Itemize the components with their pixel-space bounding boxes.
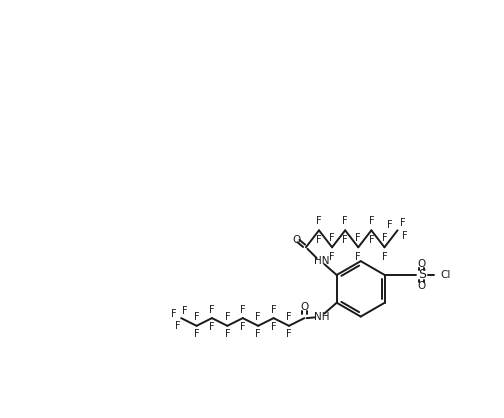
Text: O: O [292,234,301,245]
Text: F: F [342,216,348,226]
Text: F: F [402,231,408,241]
Text: F: F [171,309,176,319]
Text: Cl: Cl [440,270,451,280]
Text: S: S [418,268,426,281]
Text: F: F [388,220,393,229]
Text: F: F [225,329,230,339]
Text: F: F [316,234,322,245]
Text: HN: HN [313,256,329,266]
Text: F: F [174,321,180,331]
Text: F: F [240,305,245,315]
Text: F: F [355,252,361,262]
Text: F: F [194,312,200,322]
Text: F: F [209,305,215,315]
Text: F: F [271,305,276,315]
Text: F: F [382,233,387,243]
Text: O: O [300,302,308,312]
Text: F: F [182,306,188,316]
Text: F: F [225,312,230,322]
Text: F: F [209,321,215,331]
Text: F: F [286,329,292,339]
Text: F: F [382,252,387,262]
Text: O: O [417,259,426,269]
Text: F: F [256,312,261,322]
Text: NH: NH [313,311,329,321]
Text: F: F [316,216,322,226]
Text: F: F [329,233,335,243]
Text: F: F [194,329,200,339]
Text: F: F [286,312,292,322]
Text: F: F [271,321,276,331]
Text: F: F [329,252,335,262]
Text: F: F [355,233,361,243]
Text: F: F [368,234,374,245]
Text: F: F [368,216,374,226]
Text: F: F [342,234,348,245]
Text: F: F [240,321,245,331]
Text: F: F [256,329,261,339]
Text: O: O [417,281,426,291]
Text: F: F [400,218,406,228]
